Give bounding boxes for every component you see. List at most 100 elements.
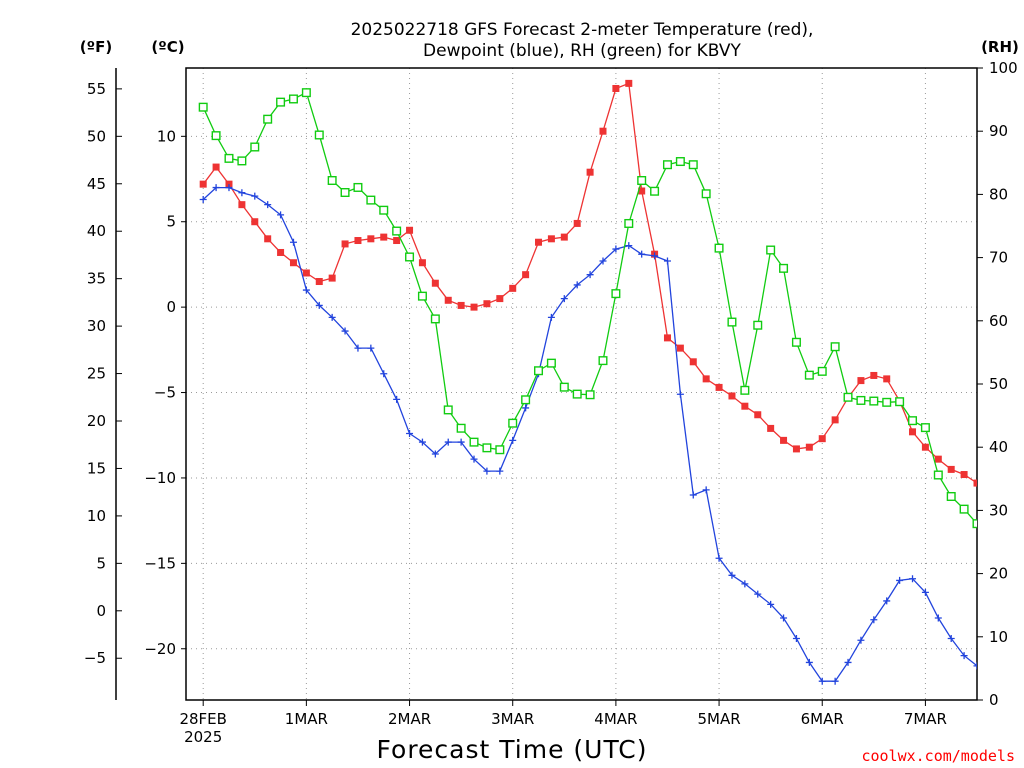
- temperature-point: [457, 301, 465, 309]
- dewpoint-point: [612, 245, 620, 253]
- temperature-point: [689, 358, 697, 366]
- rh-point: [882, 397, 892, 407]
- temperature-point: [960, 471, 968, 479]
- data-series: [198, 79, 1019, 685]
- rh-point: [843, 392, 853, 402]
- x-axis-title: Forecast Time (UTC): [377, 735, 648, 764]
- temperature-point: [238, 201, 246, 209]
- temperature-point: [496, 295, 504, 303]
- fahrenheit-tick-label: 30: [87, 317, 106, 335]
- rh-point: [366, 195, 376, 205]
- temperature-point: [676, 344, 684, 352]
- rh-point: [727, 317, 737, 327]
- temperature-point: [483, 300, 491, 308]
- dewpoint-point: [560, 295, 568, 303]
- rh-point: [804, 370, 814, 380]
- rh-tick-label: 10: [989, 628, 1008, 646]
- dewpoint-point: [625, 242, 633, 250]
- rh-point: [908, 416, 918, 426]
- temperature-point: [1012, 495, 1019, 502]
- rh-point: [263, 114, 273, 124]
- temperature-point: [870, 371, 878, 379]
- temperature-point: [715, 383, 723, 391]
- temperature-point: [612, 84, 620, 92]
- rh-point: [417, 291, 427, 301]
- temperature-point: [367, 235, 375, 243]
- dewpoint-point: [1012, 671, 1019, 678]
- temperature-point: [328, 274, 336, 282]
- rh-point: [933, 470, 943, 480]
- dewpoint-point: [289, 238, 297, 246]
- rh-point: [546, 358, 556, 368]
- dewpoint-point: [251, 192, 259, 200]
- rh-point: [211, 131, 221, 141]
- dewpoint-point: [715, 554, 723, 562]
- fahrenheit-tick-label: 50: [87, 127, 106, 145]
- rh-point: [972, 519, 977, 529]
- temperature-point: [264, 235, 272, 243]
- temperature-point: [509, 284, 517, 292]
- dewpoint-point: [651, 252, 659, 260]
- dewpoint-point: [754, 590, 762, 598]
- temperature-point: [728, 392, 736, 400]
- dewpoint-point: [431, 450, 439, 458]
- temperature-point: [625, 79, 633, 87]
- temperature-point: [393, 237, 401, 245]
- dewpoint-point: [638, 250, 646, 258]
- rh-point: [456, 423, 466, 433]
- rh-point: [314, 130, 324, 140]
- rh-point: [534, 366, 544, 376]
- temperature-point: [431, 279, 439, 287]
- rh-point: [482, 443, 492, 453]
- fahrenheit-tick-label: 40: [87, 222, 106, 240]
- dewpoint-point: [999, 669, 1006, 676]
- dewpoint-point: [947, 635, 955, 643]
- rh-point: [340, 188, 350, 198]
- dewpoint-point: [199, 196, 207, 204]
- temperature-point: [522, 271, 530, 279]
- dewpoint-point: [818, 677, 826, 685]
- dewpoint-point: [831, 677, 839, 685]
- rh-point: [521, 395, 531, 405]
- celsius-tick-label: −15: [144, 554, 176, 572]
- temperature-point: [599, 127, 607, 135]
- temperature-point: [289, 259, 297, 267]
- rh-point: [986, 521, 994, 529]
- dewpoint-point: [702, 486, 710, 494]
- dewpoint-point: [663, 257, 671, 265]
- temperature-point: [354, 237, 362, 245]
- rh-point: [598, 356, 608, 366]
- dewpoint-point: [264, 201, 272, 209]
- rh-point: [740, 385, 750, 395]
- dewpoint-point: [354, 344, 362, 352]
- dewpoint-point: [676, 390, 684, 398]
- x-tick-label: 1MAR: [285, 710, 328, 728]
- rh-tick-label: 0: [989, 691, 999, 709]
- dewpoint-point: [934, 614, 942, 622]
- rh-point: [379, 205, 389, 215]
- temperature-point: [341, 240, 349, 248]
- celsius-tick-label: 0: [166, 298, 176, 316]
- rh-tick-label: 50: [989, 375, 1008, 393]
- dewpoint-point: [328, 313, 336, 321]
- rh-point: [611, 289, 621, 299]
- dewpoint-point: [909, 575, 917, 583]
- dewpoint-point: [315, 301, 323, 309]
- temperature-point: [883, 375, 891, 383]
- temperature-point: [638, 187, 646, 195]
- rh-tick-label: 40: [989, 438, 1008, 456]
- rh-point: [688, 160, 698, 170]
- rh-point: [675, 157, 685, 167]
- fahrenheit-tick-label: 35: [87, 270, 106, 288]
- rh-point: [301, 88, 311, 98]
- rh-point: [237, 156, 247, 166]
- dewpoint-point: [728, 571, 736, 579]
- celsius-tick-label: 5: [166, 213, 176, 231]
- rh-point: [224, 153, 234, 163]
- rh-line: [202, 91, 977, 525]
- x-tick-label: 5MAR: [697, 710, 740, 728]
- temperature-point: [805, 443, 813, 451]
- temperature-point: [663, 334, 671, 342]
- fahrenheit-tick-label: 0: [96, 602, 106, 620]
